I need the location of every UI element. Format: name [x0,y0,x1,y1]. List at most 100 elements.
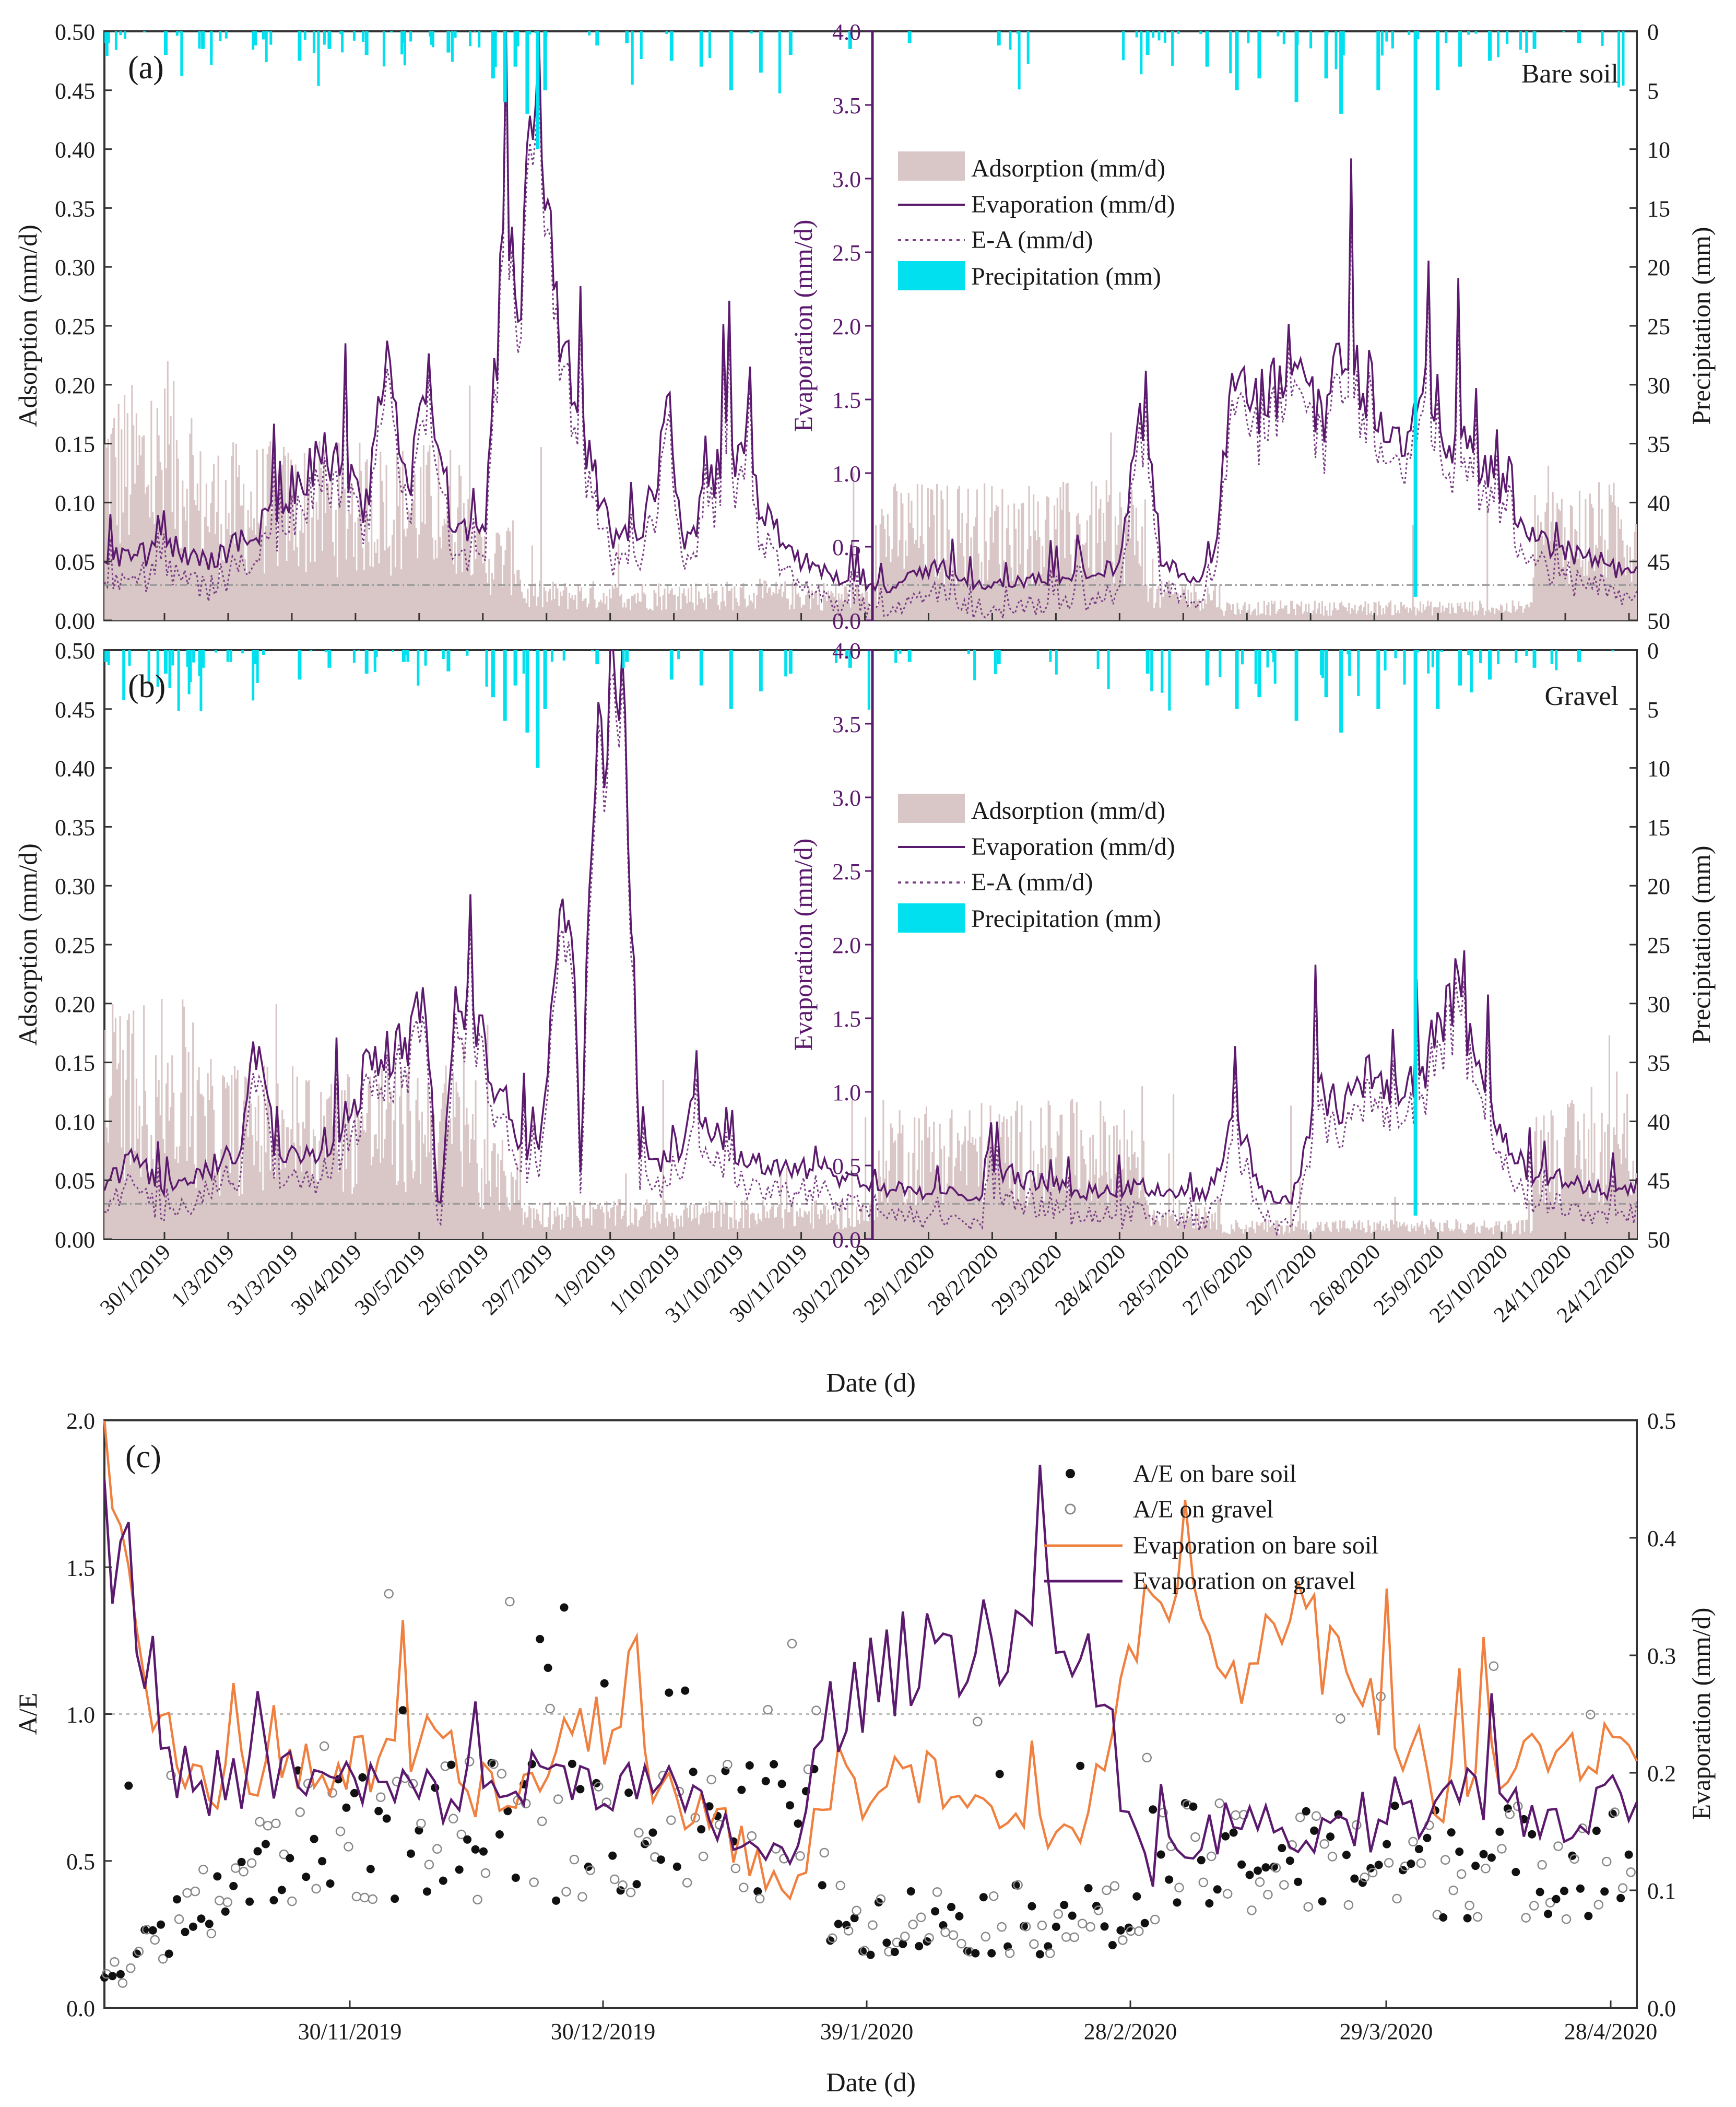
adsorption-bar [1231,610,1232,620]
adsorption-bar [1046,497,1048,621]
adsorption-bar [1561,1185,1563,1239]
adsorption-bar [1405,608,1407,620]
adsorption-bar [1385,605,1387,620]
adsorption-bar [395,1061,396,1239]
adsorption-bar [1534,1132,1536,1239]
adsorption-bar [1452,607,1454,620]
adsorption-bar [1367,1220,1369,1239]
adsorption-bar [505,1175,506,1239]
adsorption-bar [655,1228,656,1239]
adsorption-bar [601,1207,603,1240]
adsorption-bar [348,1077,350,1239]
precipitation-bar [494,31,497,67]
adsorption-bar [902,1125,903,1239]
adsorption-bar [171,512,173,620]
y-tick-mid-label: 0.5 [832,535,861,560]
adsorption-bar [393,520,395,620]
precipitation-bar [143,31,146,32]
adsorption-bar [506,531,507,620]
adsorption-bar [472,574,474,620]
adsorption-bar [582,1205,584,1239]
adsorption-bar [1446,1220,1448,1239]
adsorption-bar [140,1177,141,1239]
panel-c-xlabel: Date (d) [826,2068,916,2098]
point-bare [617,1886,625,1894]
adsorption-bar [1031,1180,1033,1239]
adsorption-bar [285,1168,286,1239]
adsorption-bar [302,533,304,620]
adsorption-bar [407,1073,408,1239]
adsorption-bar [402,1124,404,1239]
adsorption-bar [640,602,642,620]
adsorption-bar [507,528,509,621]
adsorption-bar [304,1128,305,1239]
precipitation-bar [269,31,272,45]
adsorption-bar [618,1199,619,1239]
point-bare [641,1840,649,1848]
precipitation-bar [759,31,763,73]
precipitation-bar [1555,650,1557,670]
adsorption-bar [1137,541,1139,621]
precipitation-bar [1122,31,1125,32]
adsorption-bar [430,1115,432,1239]
adsorption-bar [671,1213,673,1239]
point-bare [681,1687,689,1695]
adsorption-bar [176,440,178,620]
adsorption-bar [771,1206,773,1239]
adsorption-bar [761,584,762,621]
adsorption-bar [1586,575,1588,620]
precipitation-bar [229,650,232,662]
adsorption-bar [1153,1210,1155,1239]
adsorption-bar [710,599,712,620]
adsorption-bar [728,591,729,620]
adsorption-bar [140,455,141,620]
y-tick-right-label: 50 [1647,608,1670,634]
adsorption-bar [167,361,169,620]
adsorption-bar [659,1223,661,1239]
adsorption-bar [885,1161,887,1239]
adsorption-bar [1226,1233,1228,1239]
adsorption-bar [665,609,667,620]
adsorption-bar [1400,602,1402,620]
precipitation-bar [1140,31,1142,74]
y-tick-left-label: 0.10 [55,490,95,516]
adsorption-bar [1442,1232,1444,1239]
adsorption-bar [1316,614,1317,620]
adsorption-bar [1416,608,1418,620]
precipitation-bar [1027,31,1030,64]
adsorption-bar [705,1206,707,1239]
adsorption-bar [1167,1227,1168,1239]
adsorption-bar [924,569,926,620]
adsorption-bar [521,1208,523,1239]
precipitation-bar [700,650,703,686]
adsorption-bar [206,484,207,620]
adsorption-bar [124,395,125,620]
adsorption-bar [1095,1159,1097,1239]
point-bare [1407,1859,1415,1868]
y-tick-mid-label: 2.5 [832,859,861,885]
adsorption-bar [682,1227,683,1239]
adsorption-bar [1326,1222,1328,1239]
adsorption-bar [1129,1170,1131,1239]
adsorption-bar [414,474,416,620]
adsorption-bar [1213,1221,1214,1239]
precipitation-bar [176,31,179,36]
adsorption-bar [656,606,658,620]
precipitation-bar [1506,31,1508,44]
adsorption-bar [1603,1205,1604,1240]
adsorption-bar [1418,611,1420,620]
adsorption-bar [514,1205,515,1239]
precipitation-bar [1229,31,1232,73]
adsorption-bar [1357,611,1359,621]
adsorption-bar [1416,1223,1418,1239]
adsorption-bar [1408,1231,1409,1239]
adsorption-bar [462,1187,463,1240]
adsorption-bar [1415,615,1416,620]
adsorption-bar [716,591,717,620]
adsorption-bar [225,1088,227,1239]
adsorption-bar [285,456,286,620]
adsorption-bar [429,1152,430,1240]
adsorption-bar [252,531,253,621]
adsorption-bar [223,561,225,620]
adsorption-bar [1190,592,1192,620]
